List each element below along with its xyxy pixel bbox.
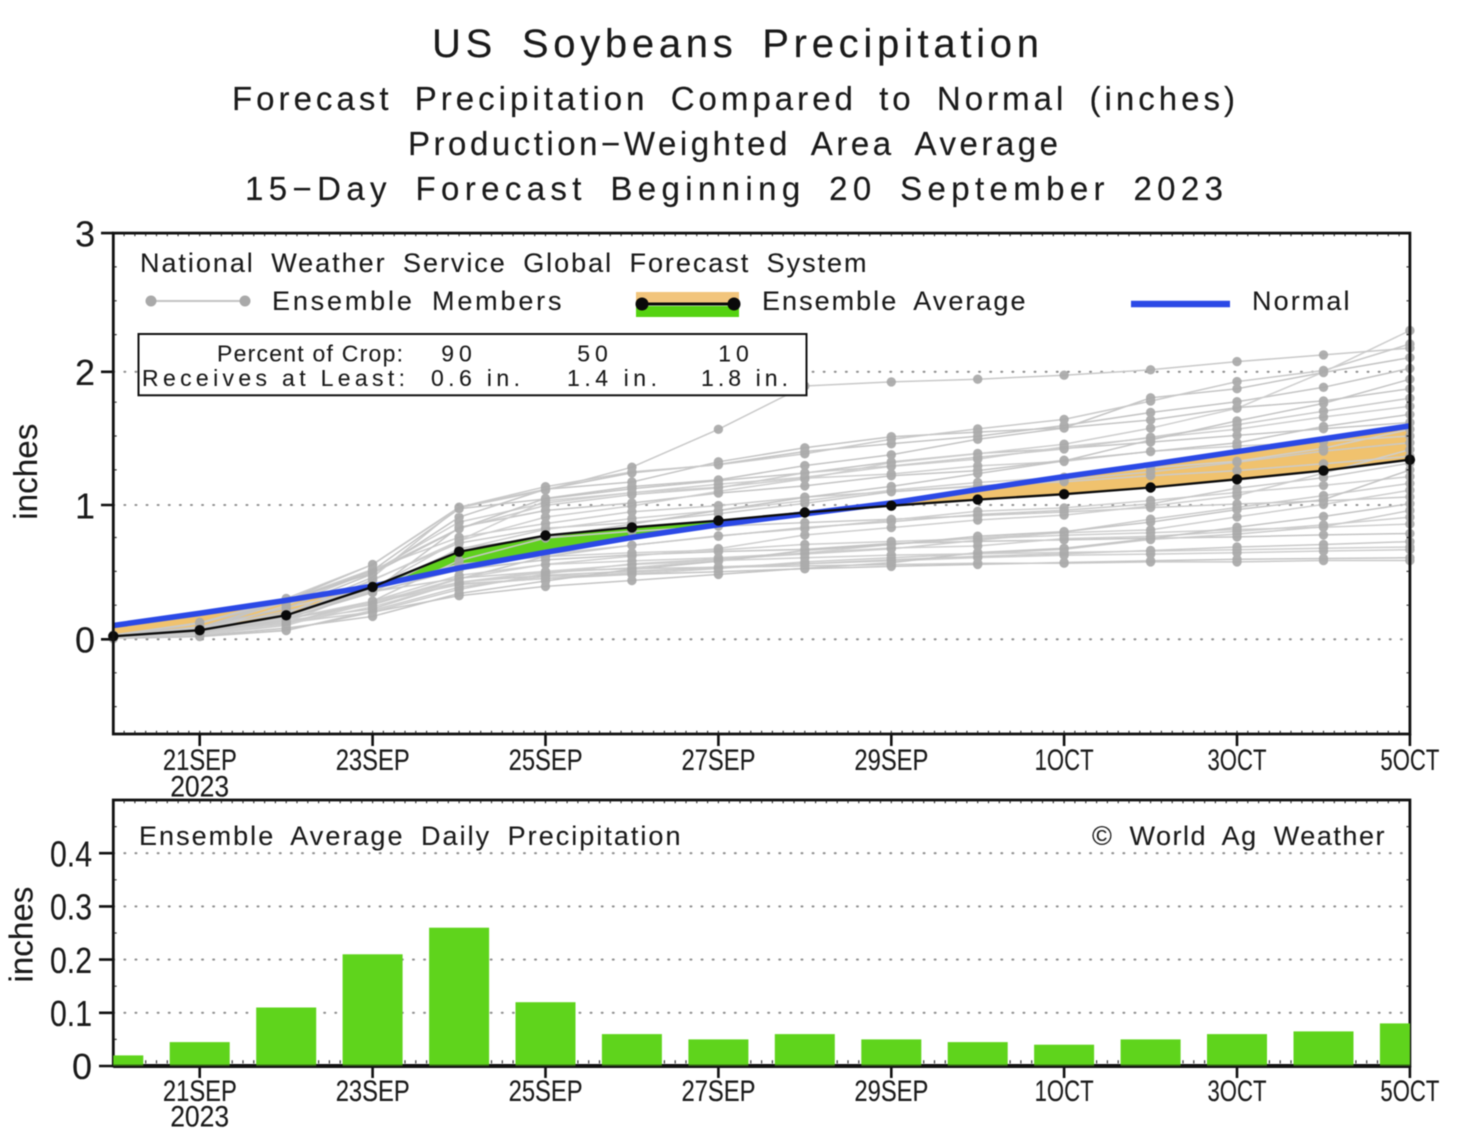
svg-text:3OCT: 3OCT (1208, 744, 1267, 777)
svg-text:Ensemble Average Daily Precipi: Ensemble Average Daily Precipitation (139, 821, 682, 851)
svg-text:25SEP: 25SEP (509, 1075, 583, 1108)
svg-text:1OCT: 1OCT (1035, 1075, 1094, 1108)
svg-text:3OCT: 3OCT (1208, 1075, 1267, 1108)
svg-text:21SEP: 21SEP (163, 1075, 237, 1108)
svg-text:Forecast Precipitation Compare: Forecast Precipitation Compared to Norma… (232, 80, 1237, 117)
svg-text:15−Day Forecast Beginning 20 S: 15−Day Forecast Beginning 20 September 2… (245, 170, 1225, 207)
svg-text:Ensemble Members: Ensemble Members (272, 286, 563, 316)
svg-text:Percent of Crop:: Percent of Crop: (217, 341, 403, 367)
svg-text:1: 1 (75, 485, 95, 526)
svg-text:23SEP: 23SEP (336, 1075, 410, 1108)
svg-text:25SEP: 25SEP (509, 744, 583, 777)
svg-text:27SEP: 27SEP (682, 1075, 756, 1108)
svg-text:50: 50 (577, 341, 613, 367)
svg-text:2023: 2023 (170, 1101, 229, 1134)
svg-text:5OCT: 5OCT (1380, 744, 1439, 777)
svg-text:21SEP: 21SEP (163, 744, 237, 777)
svg-text:10: 10 (718, 341, 754, 367)
svg-text:National Weather Service Globa: National Weather Service Global Forecast… (140, 248, 868, 278)
svg-text:© World Ag Weather: © World Ag Weather (1092, 821, 1386, 851)
svg-text:US Soybeans Precipitation: US Soybeans Precipitation (432, 22, 1041, 66)
svg-text:90: 90 (441, 341, 477, 367)
svg-text:23SEP: 23SEP (336, 744, 410, 777)
svg-text:0.4: 0.4 (50, 833, 92, 874)
svg-text:29SEP: 29SEP (854, 1075, 928, 1108)
svg-text:Receives at Least:: Receives at Least: (142, 365, 405, 391)
svg-text:27SEP: 27SEP (682, 744, 756, 777)
svg-text:Normal: Normal (1252, 286, 1351, 316)
svg-text:5OCT: 5OCT (1380, 1075, 1439, 1108)
svg-text:0: 0 (72, 1046, 92, 1087)
svg-text:0.2: 0.2 (50, 940, 92, 981)
svg-text:0: 0 (75, 620, 95, 661)
svg-text:inches: inches (7, 424, 44, 520)
svg-text:29SEP: 29SEP (854, 744, 928, 777)
svg-text:2: 2 (75, 352, 95, 393)
svg-text:0.1: 0.1 (50, 993, 92, 1034)
svg-text:Ensemble Average: Ensemble Average (762, 286, 1027, 316)
svg-text:0.3: 0.3 (50, 887, 92, 928)
svg-text:2023: 2023 (170, 771, 229, 804)
svg-text:Production−Weighted Area Avera: Production−Weighted Area Average (408, 125, 1060, 162)
svg-text:3: 3 (75, 213, 95, 254)
svg-text:inches: inches (3, 887, 40, 983)
svg-text:1OCT: 1OCT (1035, 744, 1094, 777)
